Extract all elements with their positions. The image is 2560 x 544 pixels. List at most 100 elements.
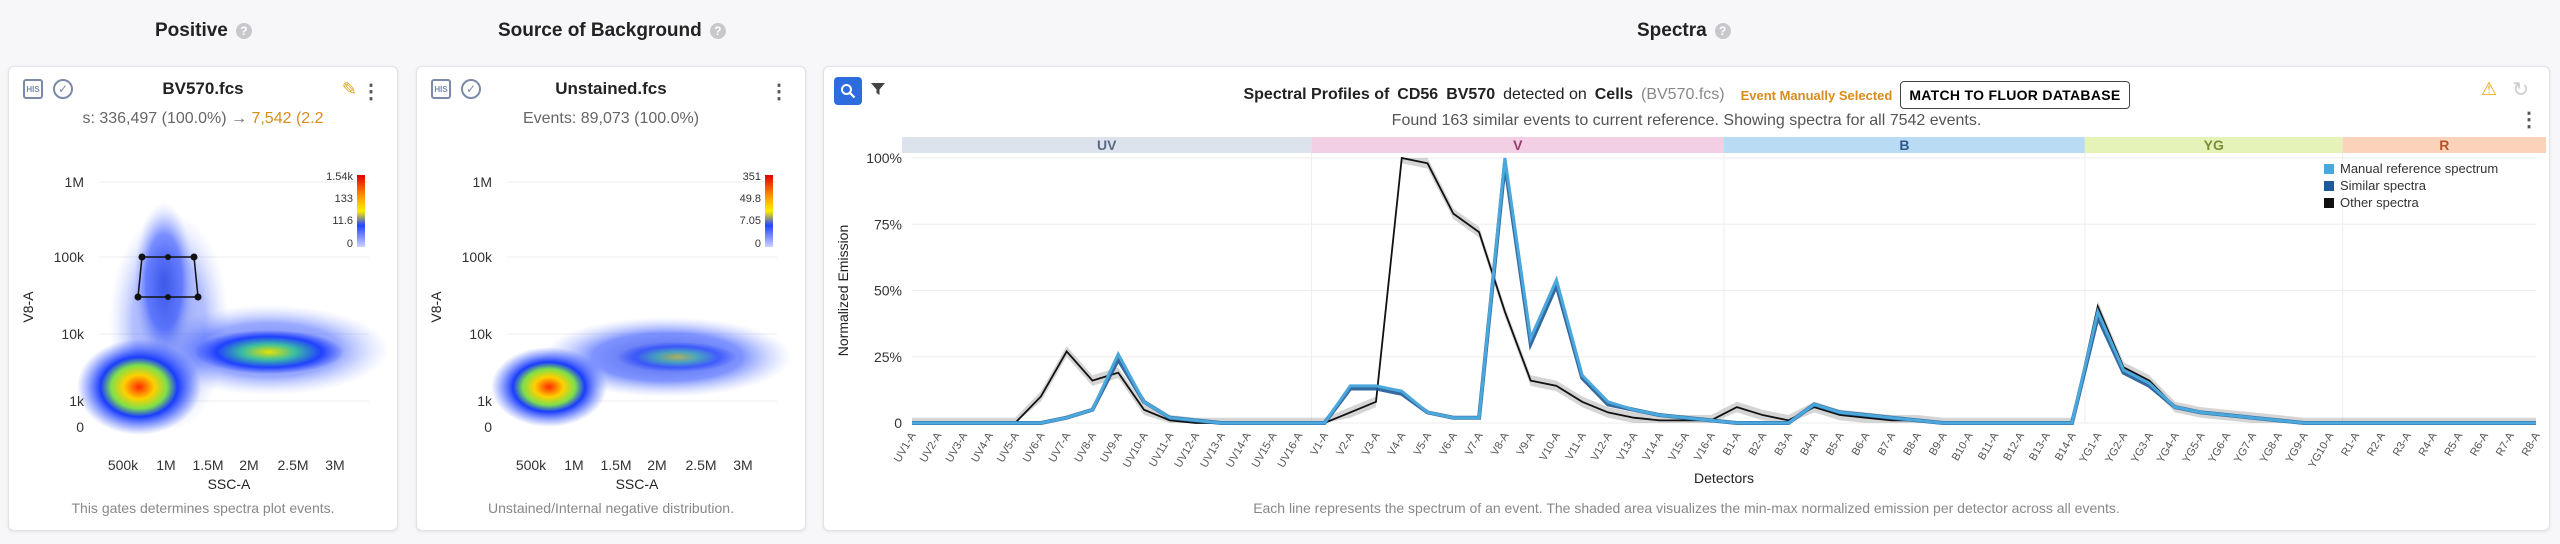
help-icon[interactable]: ? [709,23,726,39]
detector-tick: B7-A [1876,430,1899,458]
background-density-plot[interactable]: 351 49.8 7.05 0 1M 100k 10k 1k 0 500k 1M… [417,67,807,507]
legend-label: Manual reference spectrum [2340,161,2498,176]
scale-label: 11.6 [332,215,353,227]
scale-label: 0 [347,238,353,250]
laser-band-uv [902,137,1312,153]
y-axis-label: Normalized Emission [835,225,851,356]
detector-tick: YG9-A [2284,430,2311,465]
y-tick: 0 [76,419,84,435]
color-scale [765,175,773,247]
x-axis-label: SSC-A [208,476,251,492]
scale-label: 49.8 [740,193,761,205]
detector-tick: R6-A [2468,430,2491,458]
detector-tick: B10-A [1950,430,1976,463]
y-tick: 100k [462,249,493,265]
detector-tick: R8-A [2520,430,2543,458]
y-tick: 1M [473,174,492,190]
detector-tick: V10-A [1537,430,1563,463]
detector-tick: B14-A [2053,430,2079,463]
laser-label: R [2439,137,2449,153]
y-tick: 25% [874,349,902,365]
detector-tick: B9-A [1927,430,1950,458]
detector-tick: UV2-A [918,430,945,465]
x-tick: 1.5M [600,457,631,473]
legend-swatch [2324,198,2334,208]
detector-tick: V1-A [1308,430,1331,458]
detector-tick: YG8-A [2258,430,2285,465]
search-button[interactable] [834,77,862,105]
scale-label: 7.05 [740,215,761,227]
detector-tick: V6-A [1437,430,1460,458]
detector-tick: YG6-A [2206,430,2233,465]
section-title-background: Source of Background ? [498,20,726,42]
match-fluor-database-button[interactable]: MATCH TO FLUOR DATABASE [1900,81,2130,109]
spectra-footer: Each line represents the spectrum of an … [1253,500,2120,516]
detector-tick: UV16-A [1276,430,1306,470]
x-tick: 2M [239,457,258,473]
refresh-icon[interactable]: ↻ [2512,79,2529,101]
x-tick: 1.5M [192,457,223,473]
background-stats: Events: 89,073 (100.0%) [522,110,700,127]
detector-tick: R7-A [2494,430,2517,458]
x-tick: 3M [325,457,344,473]
more-menu-icon[interactable]: ⋮ [361,81,381,103]
more-menu-icon[interactable]: ⋮ [769,81,789,103]
detector-tick: R3-A [2391,430,2414,458]
detector-tick: B13-A [2027,430,2053,463]
detector-tick: UV7-A [1047,430,1074,465]
y-tick: 0 [484,419,492,435]
filter-icon [871,83,885,95]
detector-tick: UV1-A [892,430,919,465]
spectra-chart[interactable]: UV V B YG R 0 25% 50% 75% 100% Normalized Emission… [824,67,2551,497]
detector-tick: UV9-A [1098,430,1125,465]
manual-selection-badge: Event Manually Selected [1740,87,1893,103]
check-circle-icon[interactable]: ✓ [461,79,481,99]
y-tick: 0 [894,415,902,431]
legend-label: Other spectra [2340,195,2420,210]
x-tick: 1M [564,457,583,473]
x-tick: 2M [647,457,666,473]
help-icon[interactable]: ? [1714,23,1731,39]
scale-label: 351 [743,171,761,183]
filter-button[interactable] [870,81,886,102]
detector-tick: V14-A [1640,430,1666,463]
legend-label: Similar spectra [2340,178,2427,193]
laser-label: UV [1097,137,1117,153]
more-menu-icon[interactable]: ⋮ [2519,109,2539,131]
x-tick: 3M [733,457,752,473]
section-title-positive: Positive ? [155,20,252,42]
histogram-icon[interactable]: HIS [431,79,451,99]
x-tick: 500k [108,457,139,473]
spectra-header: Spectral Profiles of CD56 BV570 detected… [824,81,2549,109]
laser-band-v [1311,137,1724,153]
section-title-spectra: Spectra ? [1637,20,1731,42]
detector-tick: YG4-A [2155,430,2182,465]
laser-band-r [2342,137,2546,153]
background-footer: Unstained/Internal negative distribution… [488,500,734,516]
detector-tick: UV3-A [944,430,971,465]
laser-label: B [1899,137,1909,153]
x-tick: 2.5M [277,457,308,473]
detector-tick: UV6-A [1021,430,1048,465]
positive-density-plot[interactable]: 1.54k 133 11.6 0 1M 100k 10k 1k 0 500k 1… [9,67,399,507]
help-icon[interactable]: ? [235,23,252,39]
scale-label: 0 [755,238,761,250]
detector-tick: V3-A [1360,430,1383,458]
positive-stats: s: 336,497 (100.0%) → 7,542 (2.2 [82,110,324,127]
positive-file-title: BV570.fcs [162,79,244,98]
detector-tick: V7-A [1463,430,1486,458]
background-file-title: Unstained.fcs [555,79,667,98]
histogram-icon[interactable]: HIS [23,79,43,99]
detector-tick: V16-A [1692,430,1718,463]
scale-label: 1.54k [326,171,353,183]
spectra-card: Spectral Profiles of CD56 BV570 detected… [823,66,2550,531]
background-card: HIS ✓ Unstained.fcs ⋮ Events: 89,073 (10… [416,66,806,531]
warning-icon[interactable]: ⚠ [2480,79,2497,99]
found-events-text: Found 163 similar events to current refe… [1391,112,1982,129]
y-tick: 1k [69,393,85,409]
y-tick: 100k [54,249,85,265]
detector-tick: UV8-A [1072,430,1099,465]
edit-icon[interactable]: ✎ [341,79,357,99]
check-circle-icon[interactable]: ✓ [53,79,73,99]
detector-tick: YG3-A [2129,430,2156,465]
